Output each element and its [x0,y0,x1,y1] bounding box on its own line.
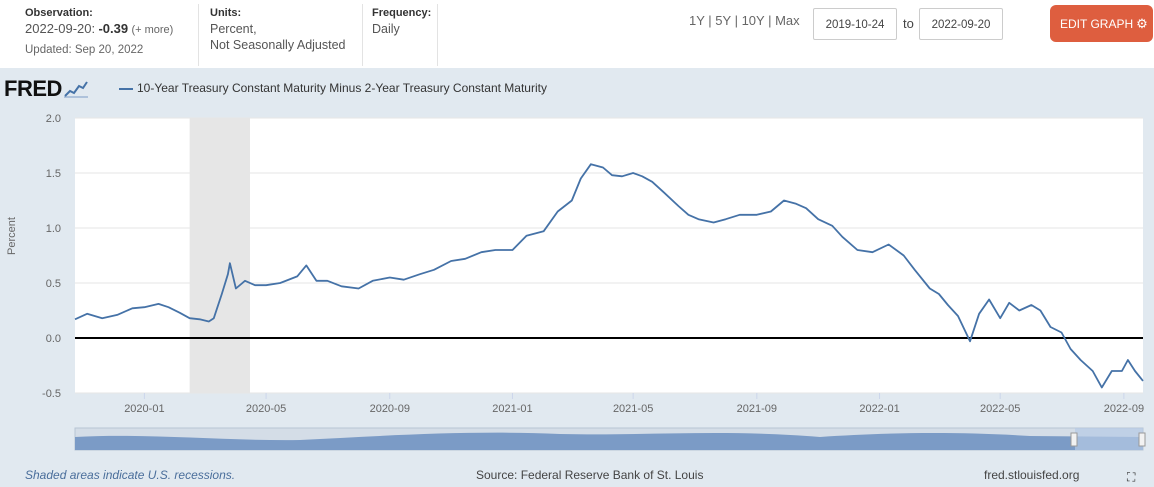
frequency-block: Frequency: Daily [372,5,431,37]
units-line1: Percent, [210,22,257,36]
y-tick-label: 1.5 [46,168,61,180]
fullscreen-icon[interactable]: ⛶ [1127,470,1136,484]
chart-legend: 10-Year Treasury Constant Maturity Minus… [119,81,547,95]
gear-icon: ⚙ [1136,16,1148,31]
observation-value: -0.39 [98,21,129,36]
fred-logo[interactable]: FRED [4,76,88,102]
date-to-input[interactable]: 2022-09-20 [919,8,1003,40]
y-tick-layer: 2.0 1.5 1.0 0.5 0.0 -0.5 [42,113,61,400]
recession-note: Shaded areas indicate U.S. recessions. [25,468,236,482]
x-tick-label: 2020-05 [246,403,286,415]
chart-title: 10-Year Treasury Constant Maturity Minus… [137,81,547,95]
navigator-area [75,432,1143,450]
range-1y[interactable]: 1Y [689,13,705,28]
range-10y[interactable]: 10Y [741,13,765,28]
series-line [74,163,1144,389]
navigator[interactable] [74,427,1146,451]
source-text: Source: Federal Reserve Bank of St. Loui… [476,468,704,482]
y-tick-label: 0.5 [46,278,61,290]
x-tick-label: 2021-01 [492,403,532,415]
separator [362,4,363,66]
updated-date: Updated: Sep 20, 2022 [25,44,144,56]
frequency-value: Daily [372,22,400,36]
fred-logo-text: FRED [4,76,62,101]
site-link[interactable]: fred.stlouisfed.org [984,468,1080,482]
frequency-label: Frequency: [372,7,432,19]
x-tick-label: 2021-09 [737,403,777,415]
observation-label: Observation: [25,7,93,19]
units-block: Units: Percent, Not Seasonally Adjusted [210,5,346,53]
legend-swatch [119,87,133,90]
observation-date: 2022-09-20: [25,21,96,36]
trend-logo-icon [63,80,88,98]
units-line2: Not Seasonally Adjusted [210,38,346,52]
x-tick-label: 2022-05 [980,403,1020,415]
range-5y[interactable]: 5Y [715,13,731,28]
x-tick-label: 2020-01 [124,403,164,415]
separator [198,4,199,66]
y-tick-label: -0.5 [42,388,61,400]
series-layer [74,163,1144,389]
x-tick-label: 2022-09 [1104,403,1144,415]
date-from-input[interactable]: 2019-10-24 [813,8,897,40]
recession-band [189,118,250,393]
range-buttons: 1Y | 5Y | 10Y | Max [689,13,800,28]
edit-graph-button[interactable]: EDIT GRAPH ⚙ [1050,5,1153,42]
plot-background [75,118,1143,393]
navigator-right-handle[interactable] [1138,432,1146,447]
y-tick-label: 0.0 [46,333,61,345]
units-label: Units: [210,7,242,19]
x-tick-label: 2020-09 [370,403,410,415]
navigator-selection[interactable] [1075,428,1143,450]
navigator-left-handle[interactable] [1070,432,1078,447]
to-label: to [903,16,914,31]
separator [437,4,438,66]
x-tick-label: 2021-05 [613,403,653,415]
y-tick-label: 2.0 [46,113,61,125]
header-bar: Observation: 2022-09-20: -0.39 (+ more) … [0,0,1154,68]
x-tick-layer: 2020-01 2020-05 2020-09 2021-01 2021-05 2021-… [124,393,1144,415]
y-tick-label: 1.0 [46,223,61,235]
observation-block: Observation: 2022-09-20: -0.39 (+ more) … [25,5,173,58]
recession-layer [189,118,250,393]
x-tick-label: 2022-01 [859,403,899,415]
observation-more-link[interactable]: (+ more) [131,24,174,36]
range-max[interactable]: Max [775,13,800,28]
edit-graph-label: EDIT GRAPH [1060,17,1134,31]
